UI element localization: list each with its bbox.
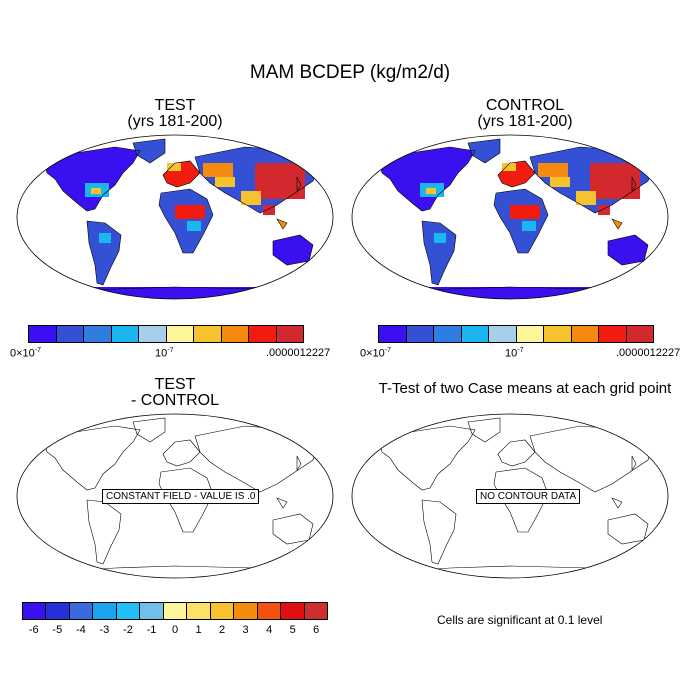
control-colorbar-swatch-7 xyxy=(571,326,599,342)
figure-title: MAM BCDEP (kg/m2/d) xyxy=(249,62,451,83)
diff-colorbar-tick: 4 xyxy=(266,624,273,636)
diff-title: TEST xyxy=(154,376,196,393)
diff-colorbar-swatch-9 xyxy=(234,603,258,619)
test-subtitle: (yrs 181-200) xyxy=(127,113,223,130)
diff-note: CONSTANT FIELD - VALUE IS .0 xyxy=(102,489,260,504)
diff-colorbar-tick: 5 xyxy=(289,624,296,636)
diff-colorbar-swatch-3 xyxy=(93,603,117,619)
diff-colorbar-tick: 6 xyxy=(313,624,320,636)
control-colorbar-swatch-5 xyxy=(516,326,544,342)
control-colorbar-swatch-3 xyxy=(461,326,489,342)
test-colorbar-left-label: 0×10-7 xyxy=(10,347,42,360)
diff-colorbar xyxy=(22,602,328,620)
control-subtitle: (yrs 181-200) xyxy=(477,113,573,130)
diff-colorbar-swatch-6 xyxy=(163,603,188,619)
diff-colorbar-swatch-4 xyxy=(116,603,141,619)
diff-colorbar-swatch-1 xyxy=(46,603,70,619)
diff-colorbar-tick: 1 xyxy=(195,624,202,636)
diff-colorbar-tick: -6 xyxy=(28,624,39,636)
diff-colorbar-tick: -1 xyxy=(146,624,157,636)
control-colorbar-swatch-6 xyxy=(544,326,572,342)
diff-colorbar-swatch-11 xyxy=(281,603,305,619)
ttest-panel-title: T-Test of two Case means at each grid po… xyxy=(378,380,672,397)
diff-colorbar-tick: -5 xyxy=(52,624,63,636)
control-colorbar-mid-label: 10-7 xyxy=(505,347,524,360)
test-colorbar-swatch-1 xyxy=(56,326,84,342)
diff-colorbar-swatch-7 xyxy=(187,603,211,619)
test-colorbar-swatch-8 xyxy=(249,326,277,342)
test-panel-title: TEST (yrs 181-200) xyxy=(75,98,275,130)
control-colorbar-swatch-8 xyxy=(599,326,627,342)
control-colorbar-swatch-1 xyxy=(406,326,434,342)
test-colorbar-swatch-4 xyxy=(139,326,167,342)
control-colorbar-swatch-4 xyxy=(489,326,517,342)
diff-colorbar-swatch-12 xyxy=(304,603,328,619)
diff-map xyxy=(16,413,334,579)
diff-colorbar-tick: 0 xyxy=(171,624,179,636)
diff-colorbar-tick: 2 xyxy=(219,624,226,636)
diff-colorbar-tick: 3 xyxy=(242,624,249,636)
control-colorbar-swatch-2 xyxy=(434,326,462,342)
diff-subtitle: - CONTROL xyxy=(131,392,219,409)
control-panel-title: CONTROL (yrs 181-200) xyxy=(425,98,625,130)
diff-panel-title: TEST - CONTROL xyxy=(75,377,275,409)
diff-colorbar-tick: -4 xyxy=(75,624,86,636)
diff-colorbar-tick: -3 xyxy=(99,624,110,636)
control-colorbar xyxy=(378,325,654,343)
test-title: TEST xyxy=(154,97,196,114)
diff-colorbar-swatch-8 xyxy=(210,603,235,619)
ttest-note: NO CONTOUR DATA xyxy=(476,489,581,504)
test-colorbar-swatch-2 xyxy=(84,326,112,342)
test-colorbar-mid-label: 10-7 xyxy=(155,347,174,360)
control-land-field xyxy=(380,139,655,299)
diff-colorbar-swatch-2 xyxy=(69,603,94,619)
diff-colorbar-swatch-10 xyxy=(257,603,282,619)
control-colorbar-swatch-9 xyxy=(626,326,653,342)
test-map xyxy=(16,134,334,300)
control-map xyxy=(351,134,669,300)
significance-note: Cells are significant at 0.1 level xyxy=(437,613,603,627)
test-colorbar-swatch-6 xyxy=(194,326,222,342)
control-colorbar-swatch-0 xyxy=(379,326,407,342)
test-colorbar xyxy=(28,325,304,343)
control-title: CONTROL xyxy=(485,97,565,114)
test-colorbar-swatch-0 xyxy=(29,326,57,342)
test-colorbar-swatch-9 xyxy=(276,326,303,342)
diff-colorbar-swatch-5 xyxy=(140,603,164,619)
test-colorbar-right-label: .0000012227 xyxy=(266,347,331,359)
test-colorbar-swatch-5 xyxy=(166,326,194,342)
ttest-map xyxy=(351,413,669,579)
test-colorbar-swatch-3 xyxy=(111,326,139,342)
diff-colorbar-tick: -2 xyxy=(123,624,133,636)
control-colorbar-right-label: .0000012227 xyxy=(616,347,681,359)
test-colorbar-swatch-7 xyxy=(221,326,249,342)
control-colorbar-left-label: 0×10-7 xyxy=(360,347,392,360)
diff-colorbar-swatch-0 xyxy=(23,603,47,619)
